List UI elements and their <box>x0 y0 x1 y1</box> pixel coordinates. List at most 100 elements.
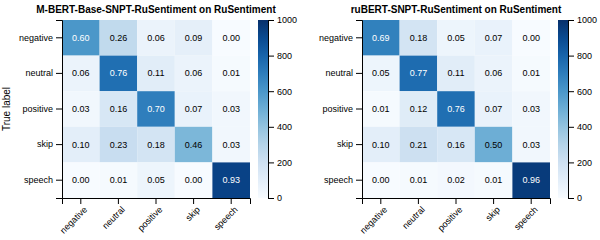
cell <box>437 162 475 198</box>
cell-label: 0.00 <box>72 175 90 185</box>
tick-mark <box>56 144 62 145</box>
tick-mark <box>568 127 574 128</box>
tick: negative <box>319 33 362 43</box>
tick-mark <box>56 180 62 181</box>
panel: 0.600.260.060.090.000.060.760.110.060.01… <box>1 4 297 236</box>
tick-mark <box>418 198 419 204</box>
cell <box>362 20 400 56</box>
y-axis: negative neutral positive skip speech <box>319 21 363 199</box>
colorbar-axis: 02004006008001000 <box>568 15 597 203</box>
cell-label: 0.09 <box>185 33 203 43</box>
cell-label: 0.02 <box>447 175 465 185</box>
cell <box>212 20 250 56</box>
cell <box>100 91 138 127</box>
tick-label: negative <box>319 33 353 43</box>
colorbar: 02004006008001000 <box>558 15 597 203</box>
cell-label: 0.06 <box>185 68 203 78</box>
cell <box>362 91 400 127</box>
cell-label: 0.03 <box>522 104 540 114</box>
cell-label: 0.26 <box>110 33 128 43</box>
tick: negative <box>58 198 89 236</box>
tick: 600 <box>568 87 592 97</box>
tick-mark <box>268 162 274 163</box>
cell <box>400 162 438 198</box>
cell <box>62 20 100 56</box>
tick: 800 <box>568 51 592 61</box>
tick: 200 <box>568 158 592 168</box>
axis-line <box>63 199 251 205</box>
tick-mark <box>380 198 381 204</box>
tick: neutral <box>400 198 427 231</box>
cell <box>400 91 438 127</box>
cell <box>175 162 213 198</box>
cell-label: 0.21 <box>410 140 428 150</box>
tick-mark <box>268 56 274 57</box>
tick-label: speech <box>324 175 353 185</box>
tick-mark <box>568 198 574 199</box>
tick-mark <box>156 198 157 204</box>
cell <box>512 20 550 56</box>
cell-labels: 0.690.180.050.070.000.050.770.110.060.01… <box>372 33 540 185</box>
tick-label: 1000 <box>577 15 597 25</box>
cell-label: 0.00 <box>372 175 390 185</box>
tick-mark <box>493 198 494 204</box>
cell <box>475 91 513 127</box>
cell-label: 0.03 <box>222 104 240 114</box>
tick-label: skip <box>337 139 353 149</box>
tick: speech <box>324 175 362 185</box>
tick: 1000 <box>568 15 597 25</box>
cell <box>62 91 100 127</box>
tick-label: 800 <box>577 51 592 61</box>
tick-label: skip <box>37 139 53 149</box>
cell-label: 0.77 <box>410 68 428 78</box>
tick-mark <box>56 73 62 74</box>
tick: 0 <box>568 193 582 203</box>
cell <box>400 127 438 163</box>
cell-label: 0.01 <box>222 68 240 78</box>
cell-label: 0.11 <box>148 68 165 78</box>
cell <box>212 162 250 198</box>
cells <box>362 20 550 198</box>
cell <box>362 127 400 163</box>
cell-label: 0.01 <box>485 175 503 185</box>
tick-label: negative <box>19 33 53 43</box>
cell <box>137 56 175 92</box>
tick-label: 400 <box>277 122 292 132</box>
tick-mark <box>268 198 274 199</box>
tick: 200 <box>268 158 292 168</box>
tick: neutral <box>100 198 127 231</box>
cell <box>62 127 100 163</box>
cell-label: 0.01 <box>110 175 128 185</box>
cell <box>62 162 100 198</box>
cell <box>175 91 213 127</box>
cell <box>437 91 475 127</box>
tick-mark <box>268 91 274 92</box>
cell-label: 0.05 <box>447 33 465 43</box>
cell-label: 0.11 <box>448 68 465 78</box>
tick-mark <box>118 198 119 204</box>
tick-label: 200 <box>277 158 292 168</box>
cell <box>400 56 438 92</box>
y-axis: negativeneutralpositiveskipspeech <box>19 21 63 199</box>
tick-mark <box>268 20 274 21</box>
tick-label: neutral <box>325 68 353 78</box>
tick: positive <box>322 104 362 114</box>
cell-label: 0.06 <box>72 68 90 78</box>
tick: skip <box>37 139 62 149</box>
tick-mark <box>356 37 362 38</box>
axis-line <box>569 21 575 199</box>
cell-label: 0.76 <box>447 104 465 114</box>
tick: 0 <box>268 193 282 203</box>
cell <box>475 127 513 163</box>
cell <box>475 162 513 198</box>
cell-label: 0.16 <box>110 104 128 114</box>
cell-labels: 0.600.260.060.090.000.060.760.110.060.01… <box>72 33 240 185</box>
cell <box>212 91 250 127</box>
cell-label: 0.06 <box>485 68 503 78</box>
tick-mark <box>56 109 62 110</box>
colorbar-gradient <box>558 20 568 198</box>
tick: speech <box>212 198 240 232</box>
axis-line <box>363 199 551 205</box>
cell-label: 0.03 <box>522 140 540 150</box>
tick-label: positive <box>436 204 465 233</box>
